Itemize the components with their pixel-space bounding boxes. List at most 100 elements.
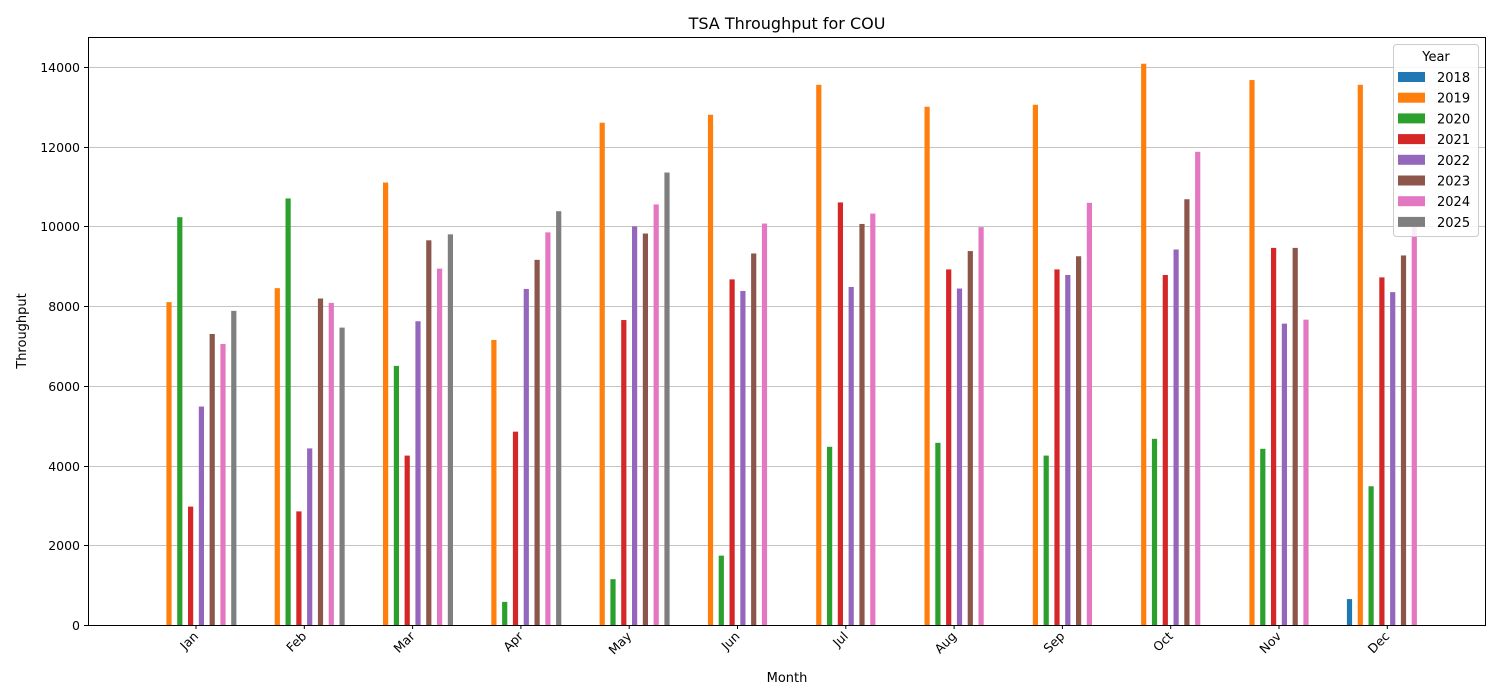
bar-2019-sep bbox=[1032, 104, 1038, 625]
legend: Year 2018 2019 2020 2021 2022 2023 2024 2025 bbox=[1393, 44, 1479, 237]
legend-entry-label: 2025 bbox=[1437, 216, 1470, 231]
bar-2020-jul bbox=[827, 446, 833, 625]
chart-title: TSA Throughput for COU bbox=[688, 14, 886, 33]
bar-2020-sep bbox=[1043, 455, 1049, 625]
bar-2025-may bbox=[664, 172, 670, 626]
bar-2023-jun bbox=[751, 253, 757, 625]
bar-2022-sep bbox=[1065, 274, 1071, 625]
bar-2025-apr bbox=[556, 211, 562, 625]
bar-2019-apr bbox=[491, 339, 497, 625]
bar-2023-may bbox=[642, 233, 648, 625]
bar-2023-sep bbox=[1076, 256, 1082, 625]
bar-2022-may bbox=[632, 226, 638, 626]
legend-swatch bbox=[1398, 154, 1425, 165]
bar-2019-mar bbox=[383, 182, 389, 625]
legend-swatch bbox=[1398, 92, 1425, 103]
bar-2022-nov bbox=[1281, 323, 1287, 625]
legend-swatch bbox=[1398, 196, 1425, 207]
bar-2021-may bbox=[621, 320, 627, 625]
y-tick-label: 2000 bbox=[48, 538, 80, 553]
legend-swatch bbox=[1398, 216, 1425, 227]
bar-2021-aug bbox=[946, 269, 952, 625]
legend-swatch bbox=[1398, 113, 1425, 124]
bar-2019-dec bbox=[1357, 84, 1363, 626]
legend-title: Year bbox=[1421, 50, 1450, 65]
bar-2022-mar bbox=[415, 321, 421, 625]
bar-2020-nov bbox=[1260, 448, 1266, 625]
bar-2019-may bbox=[599, 122, 605, 626]
bar-2023-dec bbox=[1400, 255, 1407, 625]
bar-2022-oct bbox=[1173, 249, 1179, 626]
bar-2020-apr bbox=[502, 601, 508, 625]
y-tick-label: 4000 bbox=[48, 459, 80, 474]
bar-2023-jul bbox=[859, 223, 865, 625]
y-tick-label: 14000 bbox=[40, 60, 80, 75]
bar-2022-dec bbox=[1390, 292, 1396, 625]
bar-2024-may bbox=[653, 204, 659, 625]
bar-2019-nov bbox=[1249, 80, 1255, 626]
bar-2022-jan bbox=[198, 406, 204, 625]
bar-2019-jun bbox=[707, 114, 714, 626]
bar-2024-dec bbox=[1411, 226, 1417, 626]
bar-2024-apr bbox=[545, 232, 551, 625]
y-tick-label: 10000 bbox=[40, 219, 80, 234]
bar-2020-may bbox=[610, 579, 616, 625]
bar-2023-aug bbox=[967, 251, 973, 625]
bar-2019-jan bbox=[166, 302, 172, 625]
y-tick-label: 8000 bbox=[48, 299, 80, 314]
legend-entry-label: 2021 bbox=[1437, 133, 1470, 148]
y-tick-label: 12000 bbox=[40, 140, 80, 155]
bar-2024-jun bbox=[761, 223, 768, 625]
bar-2022-jul bbox=[848, 286, 854, 625]
legend-entry-label: 2020 bbox=[1437, 112, 1470, 127]
bar-2020-mar bbox=[393, 365, 399, 625]
bar-2021-mar bbox=[404, 455, 410, 625]
bar-2021-jan bbox=[188, 506, 194, 625]
bar-2025-mar bbox=[447, 234, 453, 625]
bar-2023-mar bbox=[426, 240, 432, 625]
bar-2021-sep bbox=[1054, 269, 1060, 625]
bar-2024-oct bbox=[1195, 151, 1201, 625]
bars bbox=[166, 63, 1417, 626]
bar-2020-jun bbox=[718, 555, 724, 625]
bar-2023-oct bbox=[1184, 199, 1190, 625]
bar-2020-aug bbox=[935, 442, 941, 625]
legend-entry-label: 2018 bbox=[1437, 71, 1470, 86]
bar-2024-aug bbox=[978, 227, 984, 625]
bar-2021-nov bbox=[1271, 247, 1277, 625]
plot-area-frame bbox=[88, 37, 1486, 626]
bar-2024-sep bbox=[1086, 202, 1092, 625]
legend-entry-label: 2023 bbox=[1437, 175, 1470, 190]
bar-2022-apr bbox=[523, 288, 529, 625]
bar-2025-jan bbox=[231, 310, 237, 625]
bar-2018-dec bbox=[1346, 599, 1353, 625]
y-axis: 0 2000 4000 6000 8000 10000 12000 14000 bbox=[40, 60, 88, 633]
bar-2022-feb bbox=[307, 448, 313, 625]
bar-2021-jul bbox=[837, 202, 843, 625]
bar-2024-jan bbox=[220, 343, 226, 625]
bar-2024-jul bbox=[870, 213, 876, 625]
legend-frame bbox=[1393, 44, 1479, 237]
y-axis-title: Throughput bbox=[15, 293, 30, 370]
bar-2019-aug bbox=[924, 106, 930, 625]
bar-2019-jul bbox=[816, 84, 822, 626]
bar-2020-jan bbox=[177, 217, 183, 625]
bar-2023-feb bbox=[317, 298, 324, 625]
bar-2021-jun bbox=[729, 279, 735, 625]
bar-2020-dec bbox=[1368, 486, 1374, 625]
bar-2023-apr bbox=[534, 259, 540, 625]
legend-entry-label: 2024 bbox=[1437, 195, 1470, 210]
bar-2023-nov bbox=[1292, 247, 1298, 625]
bar-2024-feb bbox=[328, 302, 334, 625]
legend-swatch bbox=[1398, 72, 1425, 82]
bar-2022-jun bbox=[740, 290, 746, 625]
legend-entry-label: 2022 bbox=[1437, 154, 1470, 169]
bar-2021-apr bbox=[512, 431, 519, 625]
legend-swatch bbox=[1398, 175, 1425, 186]
bar-2023-jan bbox=[209, 333, 215, 625]
bar-2021-dec bbox=[1379, 277, 1385, 625]
legend-swatch bbox=[1398, 134, 1425, 145]
y-tick-label: 0 bbox=[72, 618, 80, 633]
bar-2019-oct bbox=[1141, 63, 1147, 625]
bar-2021-feb bbox=[296, 511, 302, 625]
